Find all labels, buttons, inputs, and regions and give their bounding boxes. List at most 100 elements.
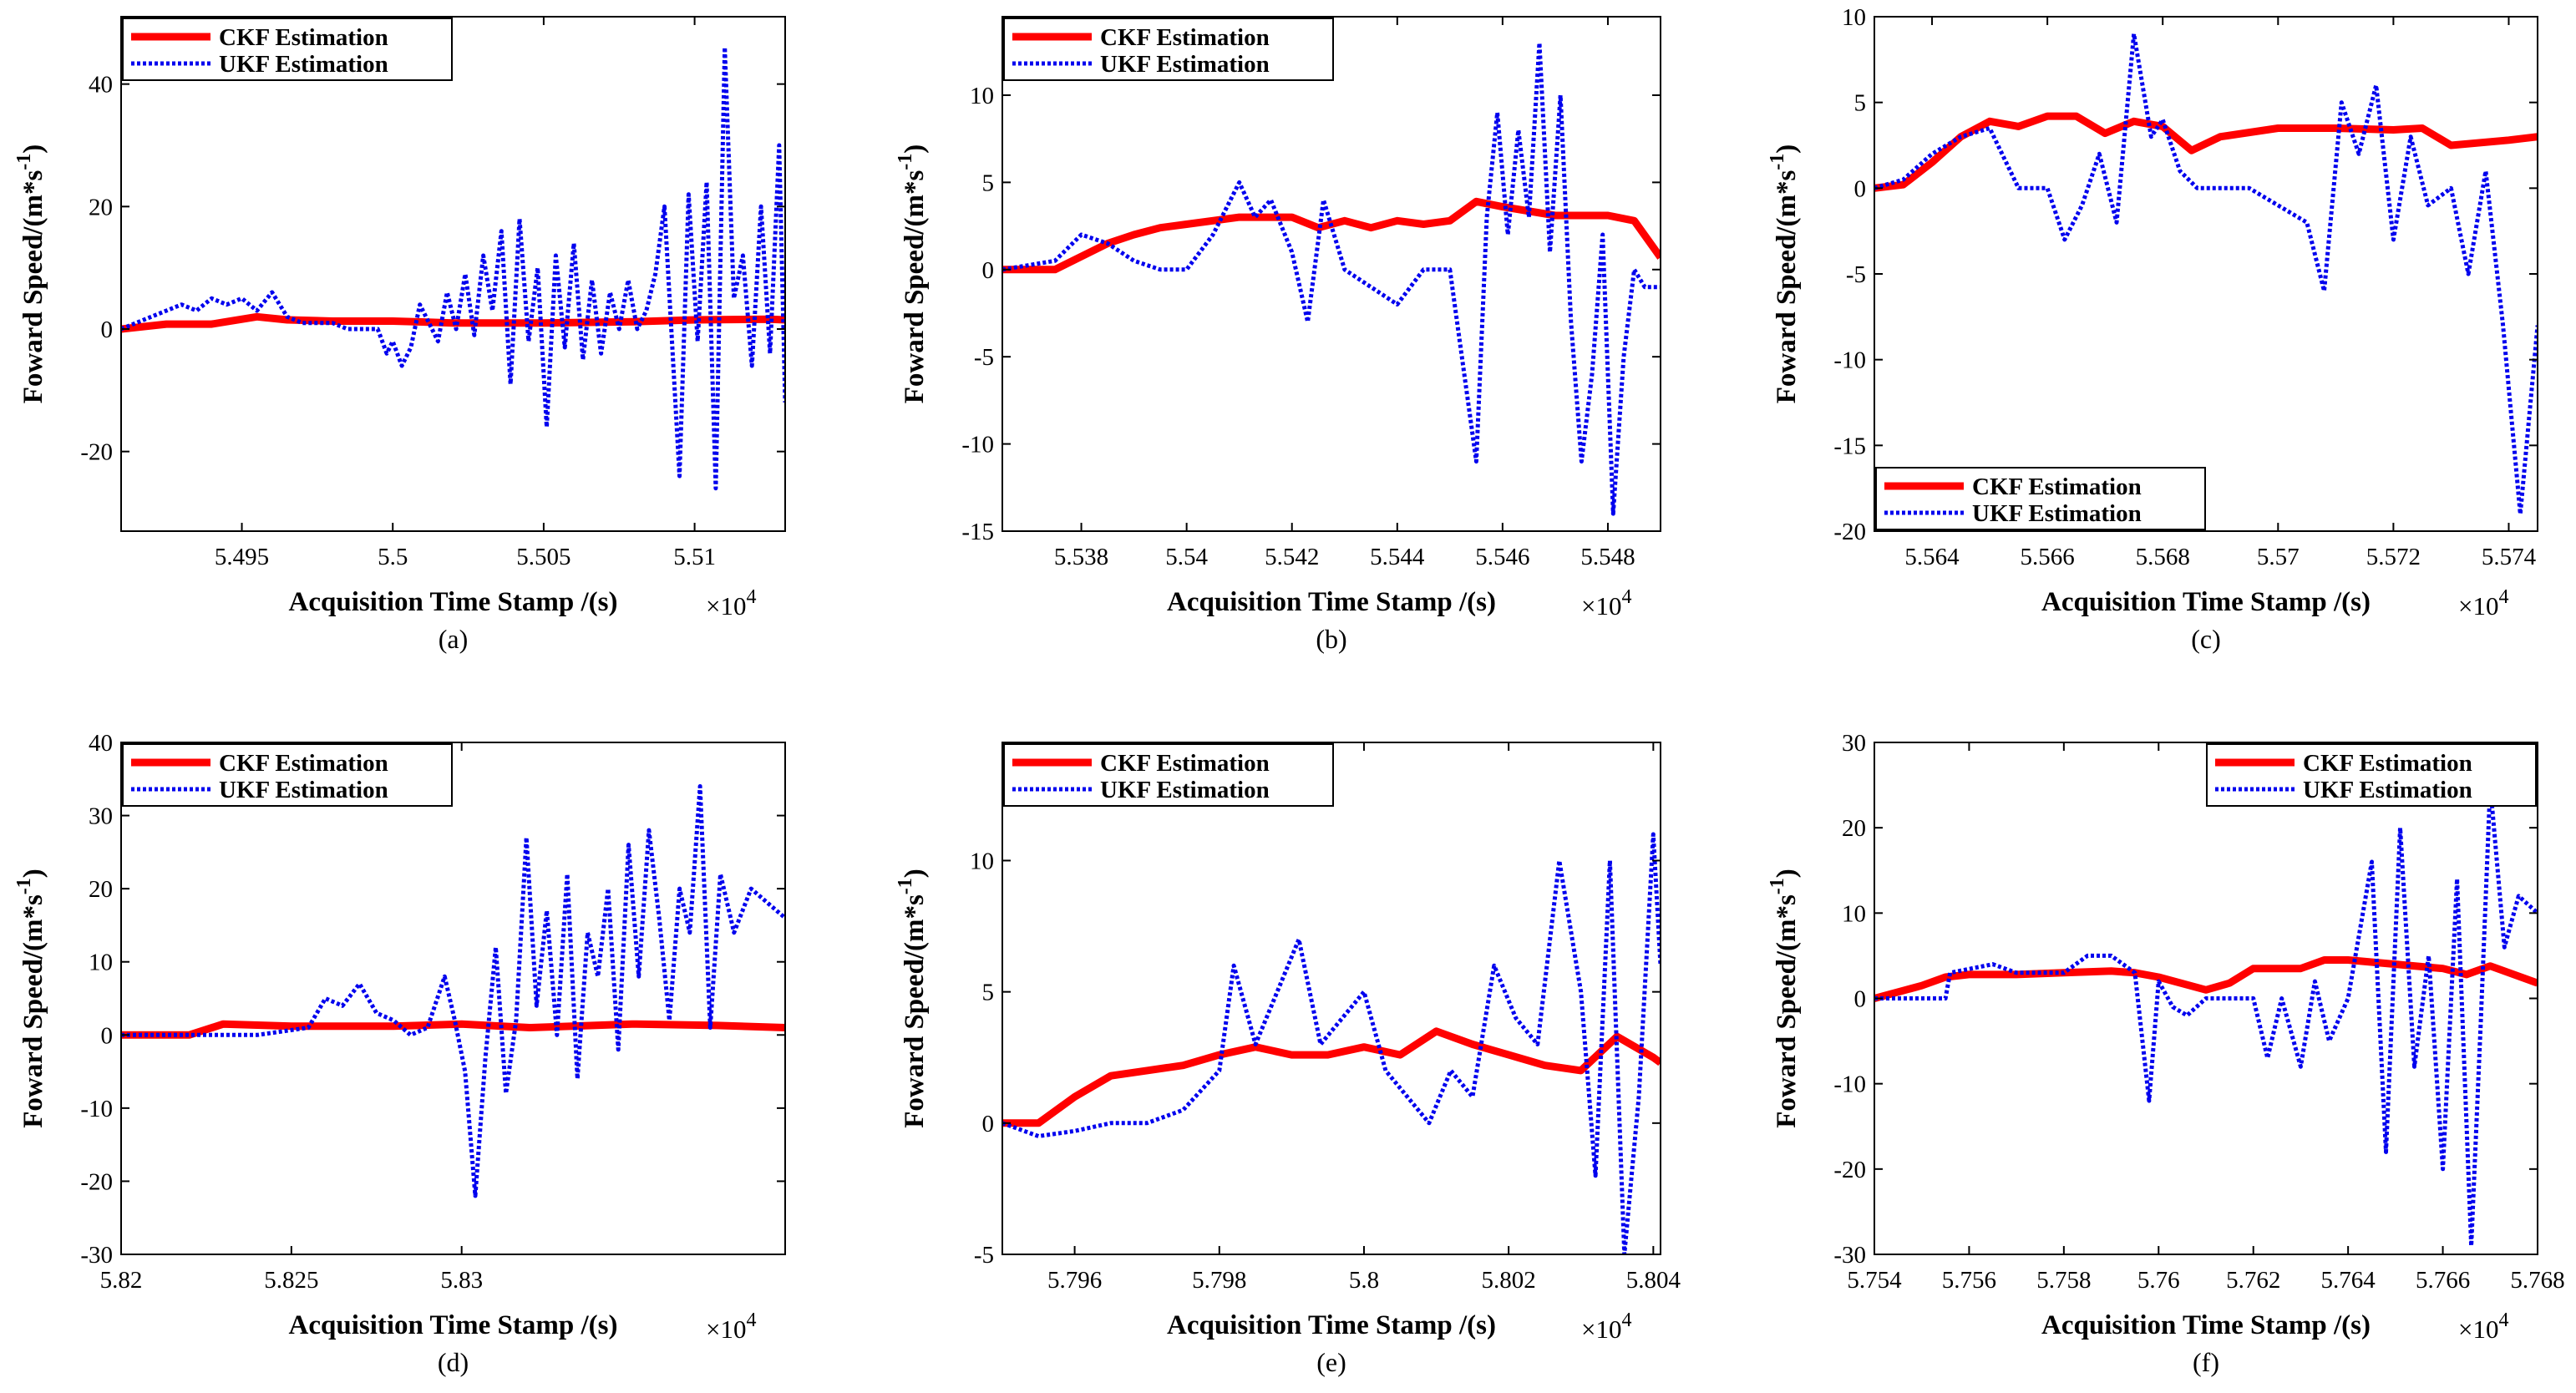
- y-tick-label: 20: [89, 876, 113, 903]
- panel-1: 5.495 5.5 5.505 5.51 -20 0 20 40 Acquisition Tim…: [13, 16, 786, 654]
- x-tick-label: 5.574: [2482, 544, 2537, 570]
- y-axis-label: Foward Speed/(m*s-1): [13, 869, 48, 1128]
- x-tick-label: 5.538: [1054, 544, 1108, 570]
- y-tick-label: -10: [961, 432, 994, 458]
- panel-caption: (b): [1316, 624, 1346, 654]
- y-tick-label: -20: [1833, 1157, 1866, 1183]
- y-tick-label: 10: [89, 950, 113, 976]
- x-tick-label: 5.505: [516, 544, 570, 570]
- x-tick-label: 5.76: [2137, 1267, 2180, 1294]
- y-axis-label: Foward Speed/(m*s-1): [1767, 144, 1802, 404]
- y-tick-label: 30: [1842, 730, 1866, 757]
- ckf-series-line: [1874, 112, 2538, 192]
- panel-caption: (e): [1316, 1347, 1346, 1377]
- panel-2: 5.538 5.54 5.542 5.544 5.546 5.548 -15 -10 -5 0 5 1…: [895, 16, 1661, 654]
- y-tick-label: -15: [1833, 433, 1866, 459]
- legend-label: CKF Estimation: [1100, 750, 1270, 777]
- axes-frame: [1874, 16, 2538, 532]
- legend-label: CKF Estimation: [2303, 750, 2472, 777]
- x-axis-label: Acquisition Time Stamp /(s): [2041, 587, 2371, 617]
- legend-label: UKF Estimation: [219, 777, 388, 803]
- y-tick-label: 5: [982, 980, 995, 1006]
- x-tick-label: 5.564: [1904, 544, 1960, 570]
- x-multiplier: ×104: [2458, 586, 2508, 621]
- y-tick-label: 0: [982, 1111, 995, 1137]
- x-tick-label: 5.825: [264, 1267, 318, 1294]
- x-tick-label: 5.542: [1265, 544, 1319, 570]
- legend-box: [2206, 743, 2537, 807]
- y-tick-label: 10: [1842, 900, 1866, 927]
- legend-label: UKF Estimation: [1100, 777, 1270, 803]
- y-tick-label: -20: [80, 439, 113, 466]
- x-tick-label: 5.544: [1370, 544, 1425, 570]
- legend-label: UKF Estimation: [2303, 777, 2472, 803]
- x-tick-label: 5.798: [1192, 1267, 1246, 1294]
- x-multiplier: ×104: [1581, 586, 1631, 621]
- x-tick-label: 5.758: [2036, 1267, 2091, 1294]
- x-axis-label: Acquisition Time Stamp /(s): [289, 1310, 618, 1340]
- legend-box: [1875, 467, 2206, 530]
- x-tick-label: 5.802: [1482, 1267, 1536, 1294]
- x-tick-label: 5.572: [2366, 544, 2421, 570]
- ukf-series-line: [1002, 40, 1661, 516]
- legend-label: CKF Estimation: [219, 24, 388, 51]
- x-tick-label: 5.764: [2321, 1267, 2376, 1294]
- x-multiplier: ×104: [706, 1309, 756, 1344]
- y-tick-label: 10: [970, 848, 994, 874]
- panel-caption: (f): [2193, 1347, 2219, 1377]
- axes-frame: [120, 16, 786, 532]
- y-tick-label: 0: [1854, 986, 1867, 1013]
- x-axis-label: Acquisition Time Stamp /(s): [289, 587, 618, 617]
- ukf-series-line: [121, 784, 785, 1198]
- y-tick-label: -5: [974, 1242, 994, 1269]
- axes-frame: [1001, 742, 1661, 1255]
- panel-6: 5.754 5.756 5.758 5.76 5.762 5.764 5.766 5.768 -…: [1767, 730, 2565, 1377]
- ckf-series-line: [121, 312, 785, 333]
- x-tick-label: 5.566: [2021, 544, 2075, 570]
- x-tick-label: 5.8: [1349, 1267, 1379, 1294]
- y-tick-label: 5: [1854, 90, 1867, 117]
- y-tick-label: 20: [1842, 815, 1866, 842]
- y-tick-label: -30: [1833, 1242, 1866, 1269]
- legend-box: [122, 18, 453, 81]
- panel-4: 5.82 5.825 5.83 -30 -20 -10 0 10 20 30 40 Acquisiti…: [13, 730, 786, 1377]
- x-tick-label: 5.546: [1475, 544, 1529, 570]
- y-tick-label: 0: [101, 1022, 114, 1049]
- y-tick-label: 20: [89, 194, 113, 220]
- x-tick-label: 5.796: [1047, 1267, 1102, 1294]
- x-tick-label: 5.756: [1942, 1267, 1996, 1294]
- x-tick-label: 5.495: [215, 544, 269, 570]
- y-tick-label: 10: [970, 83, 994, 109]
- y-tick-label: 0: [982, 257, 995, 284]
- y-axis-label: Foward Speed/(m*s-1): [1767, 869, 1802, 1128]
- y-tick-label: 40: [89, 72, 113, 99]
- x-axis-label: Acquisition Time Stamp /(s): [1167, 587, 1496, 617]
- x-tick-label: 5.54: [1165, 544, 1208, 570]
- y-tick-label: -30: [80, 1242, 113, 1269]
- panel-5: 5.796 5.798 5.8 5.802 5.804 -5 0 5 10 Acquisition…: [895, 742, 1681, 1377]
- legend-box: [1003, 18, 1334, 81]
- y-tick-label: -5: [974, 344, 994, 371]
- panel-caption: (c): [2191, 624, 2221, 654]
- x-tick-label: 5.804: [1626, 1267, 1681, 1294]
- ukf-series-line: [1874, 783, 2538, 1249]
- legend-box: [122, 743, 453, 807]
- panel-caption: (a): [439, 624, 469, 654]
- x-tick-label: 5.548: [1580, 544, 1635, 570]
- x-tick-label: 5.82: [100, 1267, 143, 1294]
- y-axis-label: Foward Speed/(m*s-1): [895, 869, 930, 1128]
- legend-label: CKF Estimation: [1100, 24, 1270, 51]
- legend-label: CKF Estimation: [219, 750, 388, 777]
- y-tick-label: 40: [89, 730, 113, 757]
- x-tick-label: 5.754: [1847, 1267, 1902, 1294]
- y-tick-label: 0: [101, 317, 114, 343]
- x-tick-label: 5.766: [2416, 1267, 2470, 1294]
- ukf-series-line: [1874, 32, 2538, 516]
- x-tick-label: 5.5: [378, 544, 408, 570]
